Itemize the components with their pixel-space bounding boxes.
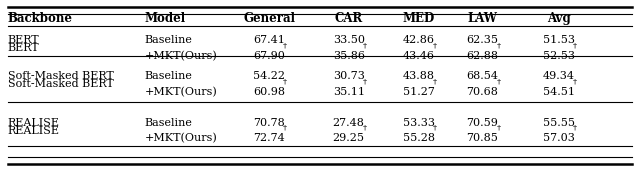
Text: 33.50: 33.50 [333,35,365,45]
Text: †: † [433,78,437,85]
Text: Soft-Masked BERT: Soft-Masked BERT [8,79,113,89]
Text: †: † [497,124,500,132]
Text: REALISE: REALISE [8,125,60,136]
Text: 42.86: 42.86 [403,35,435,45]
Text: Baseline: Baseline [145,35,193,45]
Text: 62.88: 62.88 [467,51,499,61]
Text: 49.34: 49.34 [543,71,575,81]
Text: †: † [283,78,287,85]
Text: 70.68: 70.68 [467,87,499,97]
Text: +MKT(Ours): +MKT(Ours) [145,133,218,144]
Text: Baseline: Baseline [145,71,193,81]
Text: 35.11: 35.11 [333,87,365,97]
Text: Baseline: Baseline [145,118,193,128]
Text: 68.54: 68.54 [467,71,499,81]
Text: +MKT(Ours): +MKT(Ours) [145,87,218,97]
Text: 62.35: 62.35 [467,35,499,45]
Text: Avg: Avg [547,12,571,25]
Text: LAW: LAW [467,12,497,25]
Text: 53.33: 53.33 [403,118,435,128]
Text: General: General [243,12,295,25]
Text: 52.53: 52.53 [543,51,575,61]
Text: +MKT(Ours): +MKT(Ours) [145,50,218,61]
Text: 55.55: 55.55 [543,118,575,128]
Text: 67.90: 67.90 [253,51,285,61]
Text: †: † [433,124,437,132]
Text: †: † [573,124,577,132]
Text: †: † [283,124,287,132]
Text: †: † [363,78,367,85]
Text: 27.48: 27.48 [333,118,365,128]
Text: 51.53: 51.53 [543,35,575,45]
Text: 54.51: 54.51 [543,87,575,97]
Text: 54.22: 54.22 [253,71,285,81]
Text: †: † [497,78,500,85]
Text: †: † [497,41,500,49]
Text: †: † [363,41,367,49]
Text: 30.73: 30.73 [333,71,365,81]
Text: 29.25: 29.25 [333,133,365,143]
Text: †: † [363,124,367,132]
Text: 57.03: 57.03 [543,133,575,143]
Text: 60.98: 60.98 [253,87,285,97]
Text: MED: MED [403,12,435,25]
Text: †: † [573,41,577,49]
Text: 70.78: 70.78 [253,118,285,128]
Text: 67.41: 67.41 [253,35,285,45]
Text: †: † [573,78,577,85]
Text: Backbone: Backbone [8,12,73,25]
Text: 70.85: 70.85 [467,133,499,143]
Text: 51.27: 51.27 [403,87,435,97]
Text: REALISE: REALISE [8,118,60,128]
Text: 72.74: 72.74 [253,133,285,143]
Text: 43.88: 43.88 [403,71,435,81]
Text: 55.28: 55.28 [403,133,435,143]
Text: 70.59: 70.59 [467,118,499,128]
Text: Soft-Masked BERT: Soft-Masked BERT [8,71,113,81]
Text: Model: Model [145,12,186,25]
Text: 43.46: 43.46 [403,51,435,61]
Text: BERT: BERT [8,43,40,53]
Text: CAR: CAR [335,12,363,25]
Text: BERT: BERT [8,35,40,45]
Text: †: † [433,41,437,49]
Text: 35.86: 35.86 [333,51,365,61]
Text: †: † [283,41,287,49]
